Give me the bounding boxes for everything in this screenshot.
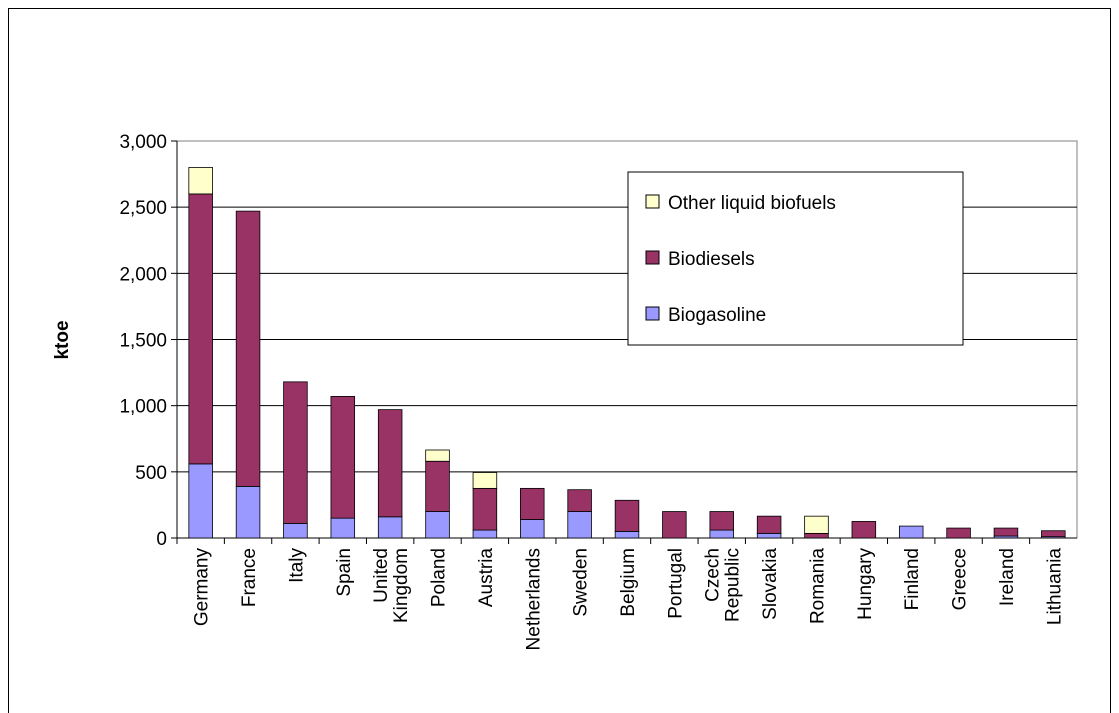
legend-swatch bbox=[645, 250, 660, 265]
bar-segment bbox=[472, 472, 498, 489]
bar-segment bbox=[330, 396, 356, 519]
bar-segment bbox=[614, 499, 640, 532]
bar-segment bbox=[283, 523, 308, 539]
y-tick-label: 0 bbox=[156, 529, 167, 550]
x-tick-label: France bbox=[239, 548, 260, 607]
bar-segment bbox=[851, 521, 877, 539]
x-tick-label: Portugal bbox=[665, 548, 686, 619]
x-tick-label: CzechRepublic bbox=[703, 548, 744, 622]
bar-segment bbox=[1041, 530, 1066, 538]
bar-segment bbox=[993, 527, 1019, 537]
bar-segment bbox=[377, 409, 403, 518]
x-tick-label: Sweden bbox=[571, 548, 592, 617]
y-tick-label: 500 bbox=[135, 463, 167, 484]
x-tick-label: Italy bbox=[286, 548, 307, 583]
bar-segment bbox=[567, 489, 592, 512]
x-tick-label: Hungary bbox=[855, 548, 876, 620]
bar-segment bbox=[425, 449, 450, 462]
bar-segment bbox=[188, 193, 213, 465]
x-tick-label: Slovakia bbox=[760, 548, 781, 620]
y-tick-label: 1,000 bbox=[119, 397, 167, 418]
x-tick-label: Romania bbox=[807, 548, 828, 624]
legend-swatch bbox=[645, 194, 660, 209]
bar-segment bbox=[188, 463, 213, 539]
x-tick-label: Lithuania bbox=[1044, 548, 1065, 626]
bar-segment bbox=[662, 511, 687, 539]
bar-segment bbox=[188, 167, 213, 195]
x-tick-label: Spain bbox=[334, 548, 355, 597]
legend-label: Other liquid biofuels bbox=[668, 193, 836, 214]
bar-segment bbox=[520, 519, 545, 539]
bar-segment bbox=[946, 527, 971, 539]
bar-segment bbox=[756, 532, 782, 539]
bar-segment bbox=[283, 381, 308, 524]
bar-segment bbox=[709, 529, 734, 539]
bar-segment bbox=[377, 516, 403, 539]
bar-segment bbox=[804, 515, 829, 534]
legend-label: Biogasoline bbox=[668, 305, 766, 326]
x-tick-label: Finland bbox=[902, 548, 923, 610]
x-tick-label: Greece bbox=[950, 548, 971, 610]
x-tick-label: UnitedKingdom bbox=[371, 548, 412, 623]
y-tick-label: 1,500 bbox=[119, 331, 167, 352]
x-tick-label: Netherlands bbox=[523, 548, 544, 650]
bar-segment bbox=[614, 530, 640, 539]
bar-segment bbox=[330, 517, 356, 539]
bar-segment bbox=[567, 511, 592, 539]
x-tick-label: Ireland bbox=[997, 548, 1018, 606]
bar-segment bbox=[472, 529, 498, 539]
x-tick-label: Poland bbox=[429, 548, 450, 607]
y-tick-label: 2,000 bbox=[119, 264, 167, 285]
bar-segment bbox=[709, 511, 734, 531]
bar-segment bbox=[898, 525, 924, 539]
bar-segment bbox=[520, 487, 545, 520]
x-tick-label: Austria bbox=[476, 548, 497, 608]
frame bbox=[8, 8, 1111, 713]
x-tick-label: Belgium bbox=[618, 548, 639, 617]
bar-segment bbox=[425, 460, 450, 512]
bar-segment bbox=[804, 532, 829, 539]
bar-segment bbox=[425, 511, 450, 539]
y-axis-label: ktoe bbox=[52, 320, 73, 359]
x-tick-label: Germany bbox=[192, 548, 213, 627]
bar-segment bbox=[235, 210, 261, 487]
bar-segment bbox=[235, 485, 261, 539]
legend-swatch bbox=[645, 306, 660, 321]
y-tick-label: 3,000 bbox=[119, 132, 167, 153]
legend-box bbox=[627, 171, 964, 346]
bar-segment bbox=[756, 515, 782, 534]
legend-label: Biodiesels bbox=[668, 249, 755, 270]
y-tick-label: 2,500 bbox=[119, 198, 167, 219]
bar-segment bbox=[472, 487, 498, 531]
